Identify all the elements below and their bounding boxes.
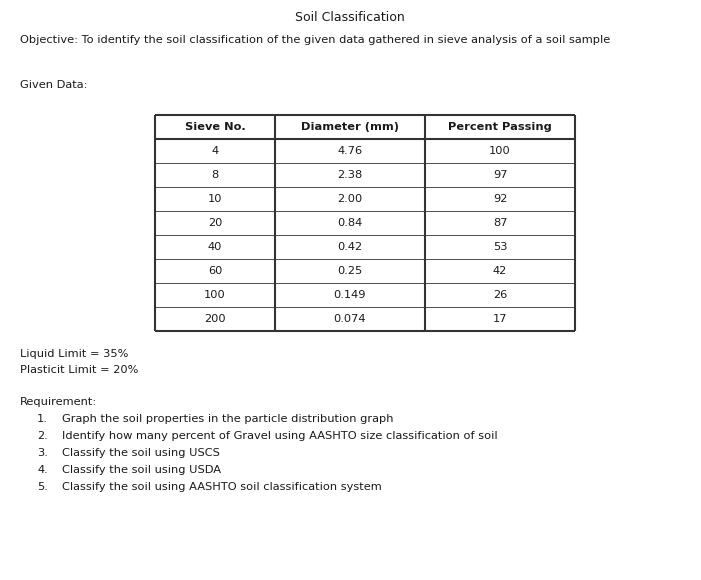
Text: 0.42: 0.42: [337, 242, 362, 252]
Text: 42: 42: [493, 266, 507, 276]
Text: 100: 100: [204, 290, 226, 300]
Text: 100: 100: [489, 146, 511, 156]
Text: 4: 4: [212, 146, 219, 156]
Text: Sieve No.: Sieve No.: [184, 122, 245, 132]
Text: 17: 17: [493, 314, 508, 324]
Text: Identify how many percent of Gravel using AASHTO size classification of soil: Identify how many percent of Gravel usin…: [62, 431, 498, 441]
Text: Objective: To identify the soil classification of the given data gathered in sie: Objective: To identify the soil classifi…: [20, 35, 611, 45]
Text: Classify the soil using USCS: Classify the soil using USCS: [62, 448, 220, 458]
Text: Percent Passing: Percent Passing: [448, 122, 552, 132]
Text: 87: 87: [493, 218, 508, 228]
Text: 53: 53: [493, 242, 508, 252]
Text: 2.: 2.: [37, 431, 48, 441]
Text: 8: 8: [212, 170, 219, 180]
Text: 200: 200: [204, 314, 226, 324]
Text: Liquid Limit = 35%: Liquid Limit = 35%: [20, 349, 128, 359]
Text: 0.25: 0.25: [337, 266, 362, 276]
Text: 10: 10: [207, 194, 222, 204]
Text: Classify the soil using AASHTO soil classification system: Classify the soil using AASHTO soil clas…: [62, 482, 382, 492]
Text: 92: 92: [493, 194, 508, 204]
Text: 0.074: 0.074: [334, 314, 366, 324]
Text: Graph the soil properties in the particle distribution graph: Graph the soil properties in the particl…: [62, 414, 393, 424]
Text: 4.76: 4.76: [337, 146, 362, 156]
Text: 3.: 3.: [37, 448, 48, 458]
Text: Diameter (mm): Diameter (mm): [301, 122, 399, 132]
Text: 5.: 5.: [37, 482, 48, 492]
Text: 40: 40: [207, 242, 222, 252]
Text: Requirement:: Requirement:: [20, 397, 97, 407]
Text: 60: 60: [207, 266, 222, 276]
Text: 1.: 1.: [37, 414, 48, 424]
Text: 4.: 4.: [37, 465, 48, 475]
Text: 26: 26: [493, 290, 507, 300]
Text: 20: 20: [207, 218, 222, 228]
Text: 2.00: 2.00: [337, 194, 362, 204]
Text: Classify the soil using USDA: Classify the soil using USDA: [62, 465, 221, 475]
Text: 0.149: 0.149: [334, 290, 366, 300]
Text: Plasticit Limit = 20%: Plasticit Limit = 20%: [20, 365, 138, 375]
Text: 2.38: 2.38: [337, 170, 362, 180]
Text: Given Data:: Given Data:: [20, 80, 88, 90]
Text: 97: 97: [493, 170, 508, 180]
Text: 0.84: 0.84: [337, 218, 362, 228]
Text: Soil Classification: Soil Classification: [295, 11, 405, 24]
